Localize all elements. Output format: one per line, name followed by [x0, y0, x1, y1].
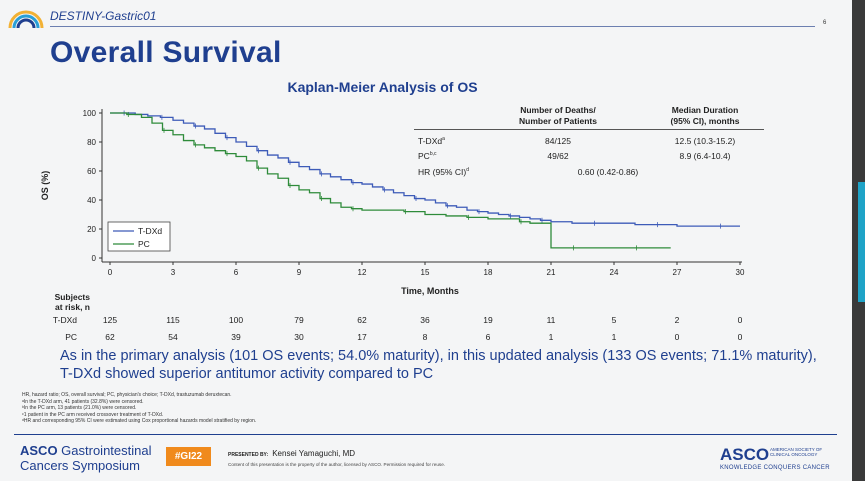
page-number: 6	[823, 20, 827, 26]
table-cell-tdxd-deaths: 84/125	[545, 136, 571, 146]
at-risk-row-label: PC	[65, 332, 77, 342]
presenter-name: Kensei Yamaguchi, MD	[272, 449, 356, 458]
at-risk-heading: Subjects at risk, n	[30, 292, 90, 312]
footnote: HR, hazard ratio; OS, overall survival; …	[22, 392, 232, 398]
x-tick-label: 15	[421, 268, 430, 277]
x-tick-label: 6	[234, 268, 239, 277]
at-risk-cell: 0	[737, 315, 743, 325]
asco-left-line2: Cancers Symposium	[20, 458, 140, 473]
y-tick-label: 0	[92, 254, 97, 263]
x-axis-label: Time, Months	[401, 286, 459, 296]
footnotes: HR, hazard ratio; OS, overall survival; …	[22, 392, 256, 425]
table-row-label-tdxd: T-DXda	[418, 136, 445, 146]
y-tick-label: 80	[87, 138, 96, 147]
at-risk-heading-line2: at risk, n	[55, 302, 90, 312]
table-hr-value: 0.60 (0.42-0.86)	[577, 167, 639, 177]
footnote: ᵈHR and corresponding 95% CI were estima…	[22, 418, 257, 425]
x-tick-label: 0	[108, 268, 113, 277]
x-tick-label: 3	[171, 268, 176, 277]
at-risk-cell: 100	[228, 315, 244, 325]
trial-name: DESTINY-Gastric01	[50, 9, 157, 23]
asco-gi-logo: ASCO Gastrointestinal Cancers Symposium	[20, 443, 152, 473]
y-tick-label: 40	[87, 196, 96, 205]
at-risk-cell: 36	[420, 315, 430, 325]
gi22-badge: #GI22	[166, 447, 211, 466]
table-rule	[414, 129, 764, 130]
at-risk-cell: 0	[737, 332, 743, 342]
at-risk-cell: 8	[422, 332, 428, 342]
at-risk-row-label: T-DXd	[52, 315, 77, 325]
at-risk-cell: 115	[166, 315, 180, 325]
at-risk-cell: 19	[483, 315, 493, 325]
asco-society-name: AMERICAN SOCIETY OF CLINICAL ONCOLOGY	[770, 447, 823, 457]
footer-rule	[14, 434, 837, 435]
table-cell-pc-deaths: 49/62	[547, 151, 569, 161]
asco-logo: ASCO	[720, 445, 770, 464]
table-row-label-pc: PCb,c	[418, 151, 437, 161]
summary-text: As in the primary analysis (101 OS event…	[60, 348, 817, 382]
at-risk-cell: 17	[357, 332, 367, 342]
at-risk-cell: 30	[294, 332, 304, 342]
at-risk-cell: 2	[674, 315, 680, 325]
at-risk-cell: 62	[357, 315, 367, 325]
y-tick-label: 60	[87, 167, 96, 176]
legend-label: PC	[138, 239, 150, 249]
copyright-note: Content of this presentation is the prop…	[228, 462, 446, 467]
at-risk-cell: 1	[548, 332, 554, 342]
at-risk-cell: 79	[294, 315, 304, 325]
footnote: ᶜ1 patient in the PC arm received crosso…	[22, 411, 164, 418]
x-tick-label: 18	[484, 268, 493, 277]
header-rule	[50, 26, 815, 27]
footnote: ᵇIn the PC arm, 13 patients (21.0%) were…	[22, 405, 137, 412]
km-curve-pc	[110, 112, 671, 249]
table-cell-pc-median: 8.9 (6.4-10.4)	[679, 151, 731, 161]
window-edge-accent	[858, 182, 865, 302]
legend-box	[107, 221, 171, 252]
asco-tagline: KNOWLEDGE CONQUERS CANCER	[720, 465, 830, 471]
legend-label: T-DXd	[138, 226, 162, 236]
x-tick-label: 24	[610, 268, 619, 277]
x-tick-label: 9	[297, 268, 302, 277]
at-risk-cell: 125	[102, 315, 118, 325]
y-tick-label: 100	[83, 109, 97, 118]
at-risk-cell: 5	[611, 315, 617, 325]
asco-left-rest: Gastrointestinal	[57, 443, 152, 458]
table-header-median: Median Duration (95% CI), months	[670, 105, 740, 126]
at-risk-cell: 0	[674, 332, 680, 342]
window-edge	[852, 0, 865, 481]
at-risk-cell: 62	[105, 332, 115, 342]
y-axis-label: OS (%)	[40, 171, 50, 201]
table-header-deaths: Number of Deaths/ Number of Patients	[519, 105, 597, 126]
x-tick-label: 27	[673, 268, 682, 277]
destiny-logo-icon	[8, 10, 44, 29]
km-curve-t-dxd	[110, 112, 740, 227]
at-risk-heading-line1: Subjects	[54, 292, 90, 302]
at-risk-cell: 54	[168, 332, 178, 342]
at-risk-cell: 11	[546, 315, 556, 325]
footnote: ᵃIn the T-DXd arm, 41 patients (32.8%) w…	[22, 398, 144, 405]
x-tick-label: 12	[358, 268, 367, 277]
presented-by-label: PRESENTED BY:	[228, 452, 269, 458]
presenter: PRESENTED BY: Kensei Yamaguchi, MD	[228, 449, 355, 458]
table-hr-label: HR (95% CI)d	[418, 167, 469, 177]
asco-left-bold: ASCO	[20, 443, 58, 458]
at-risk-cell: 39	[231, 332, 241, 342]
chart-title: Kaplan-Meier Analysis of OS	[287, 79, 478, 95]
x-tick-label: 21	[547, 268, 556, 277]
y-tick-label: 20	[87, 225, 96, 234]
at-risk-cell: 1	[611, 332, 617, 342]
x-tick-label: 30	[736, 268, 745, 277]
slide-title: Overall Survival	[50, 36, 282, 69]
table-cell-tdxd-median: 12.5 (10.3-15.2)	[674, 136, 736, 146]
at-risk-cell: 6	[485, 332, 491, 342]
